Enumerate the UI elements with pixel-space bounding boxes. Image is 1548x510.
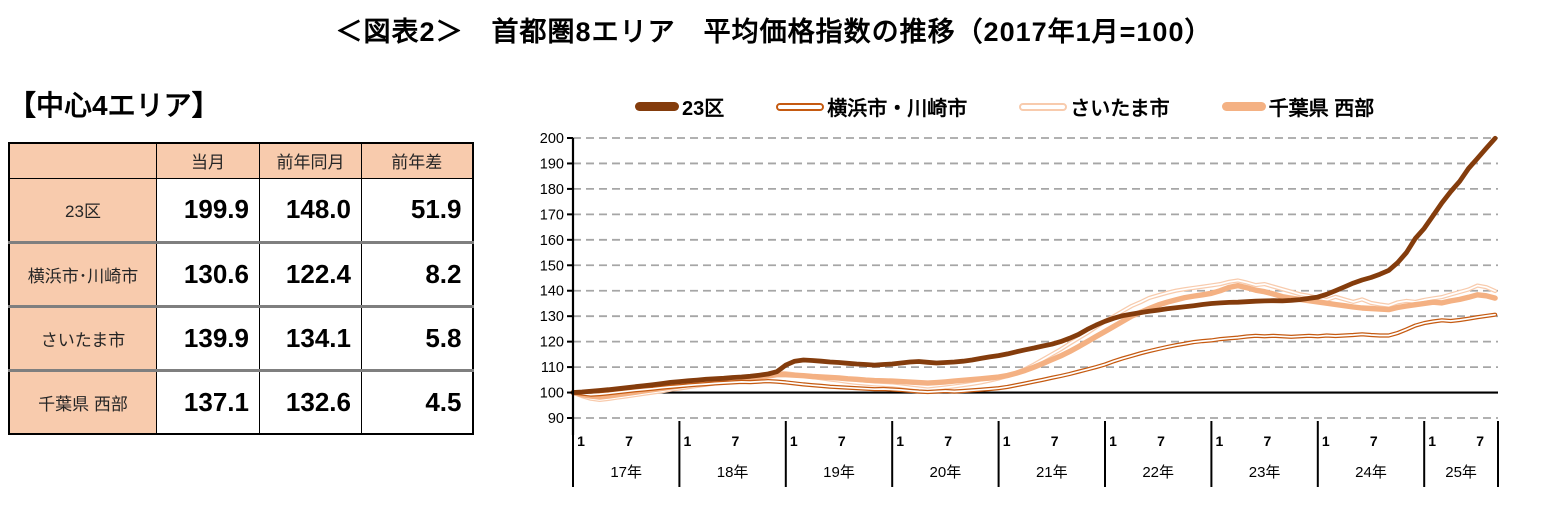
svg-text:7: 7: [1157, 433, 1165, 449]
svg-text:180: 180: [540, 182, 564, 198]
svg-text:1: 1: [1003, 433, 1011, 449]
row-label-23ku: 23区: [8, 178, 157, 242]
svg-text:200: 200: [540, 131, 564, 147]
svg-text:1: 1: [1216, 433, 1224, 449]
svg-text:7: 7: [1051, 433, 1059, 449]
table-corner-cell: [8, 143, 157, 178]
value-cell: 8.2: [361, 242, 473, 306]
col-header-yoy-diff: 前年差: [361, 143, 473, 178]
row-label-saitama: さいたま市: [8, 306, 157, 370]
figure-title: ＜図表2＞ 首都圏8エリア 平均価格指数の推移（2017年1月=100）: [335, 17, 1213, 47]
svg-text:18年: 18年: [717, 464, 749, 481]
svg-text:7: 7: [1476, 433, 1484, 449]
svg-text:7: 7: [944, 433, 952, 449]
svg-text:25年: 25年: [1445, 464, 1477, 481]
row-label-chiba-west: 千葉県 西部: [8, 370, 157, 434]
summary-table: 当月 前年同月 前年差 23区 199.9 148.0 51.9 横浜市･川崎市…: [8, 142, 474, 435]
chart-legend: 23区 横浜市・川崎市 さいたま市 千葉県 西部: [635, 92, 1374, 121]
svg-text:24年: 24年: [1355, 464, 1387, 481]
section-heading: 【中心4エリア】: [8, 90, 220, 121]
value-cell: 51.9: [361, 178, 473, 242]
value-cell: 132.6: [259, 370, 362, 434]
value-cell: 4.5: [361, 370, 473, 434]
svg-text:1: 1: [1322, 433, 1330, 449]
svg-text:19年: 19年: [823, 464, 855, 481]
svg-text:150: 150: [540, 258, 564, 274]
legend-item-yokohama-kawasaki: 横浜市・川崎市: [776, 92, 967, 121]
svg-text:1: 1: [896, 433, 904, 449]
svg-text:1: 1: [577, 433, 585, 449]
price-index-chart: 23区 横浜市・川崎市 さいたま市 千葉県 西部 90 100 110 120 130 1…: [530, 90, 1548, 510]
value-cell: 130.6: [156, 242, 260, 306]
table-row: 千葉県 西部 137.1 132.6 4.5: [8, 370, 473, 434]
svg-text:90: 90: [548, 411, 564, 427]
legend-marker-yokohama-kawasaki: [776, 102, 825, 111]
svg-text:1: 1: [1428, 433, 1436, 449]
svg-text:110: 110: [541, 360, 564, 376]
svg-text:1: 1: [1109, 433, 1117, 449]
col-header-prev-year-month: 前年同月: [259, 143, 362, 178]
value-cell: 5.8: [361, 306, 473, 370]
svg-text:120: 120: [540, 335, 564, 351]
svg-text:130: 130: [540, 309, 564, 325]
legend-label: 23区: [682, 98, 725, 120]
legend-label: さいたま市: [1070, 98, 1170, 120]
svg-text:1: 1: [790, 433, 798, 449]
svg-text:17年: 17年: [610, 464, 642, 481]
legend-marker-chiba-west: [1221, 102, 1266, 111]
svg-text:190: 190: [540, 156, 564, 172]
svg-text:100: 100: [540, 386, 564, 402]
svg-text:23年: 23年: [1249, 464, 1281, 481]
col-header-current-month: 当月: [156, 143, 260, 178]
svg-text:7: 7: [625, 433, 633, 449]
value-cell: 137.1: [156, 370, 260, 434]
svg-text:22年: 22年: [1142, 464, 1174, 481]
svg-text:7: 7: [1370, 433, 1378, 449]
svg-text:20年: 20年: [930, 464, 962, 481]
value-cell: 134.1: [259, 306, 362, 370]
legend-marker-23ku: [635, 102, 679, 111]
svg-text:7: 7: [1264, 433, 1272, 449]
legend-item-chiba-west: 千葉県 西部: [1221, 92, 1375, 121]
legend-label: 横浜市・川崎市: [827, 98, 968, 120]
table-header-row: 当月 前年同月 前年差: [8, 143, 473, 178]
legend-item-23ku: 23区: [635, 92, 724, 121]
legend-label: 千葉県 西部: [1268, 98, 1375, 120]
value-cell: 139.9: [156, 306, 260, 370]
table-row: さいたま市 139.9 134.1 5.8: [8, 306, 473, 370]
legend-item-saitama: さいたま市: [1019, 92, 1170, 121]
svg-text:21年: 21年: [1036, 464, 1068, 481]
svg-text:1: 1: [684, 433, 692, 449]
value-cell: 199.9: [156, 178, 260, 242]
svg-text:7: 7: [732, 433, 740, 449]
table-row: 23区 199.9 148.0 51.9: [8, 178, 473, 242]
svg-text:160: 160: [540, 233, 564, 249]
row-label-yokohama-kawasaki: 横浜市･川崎市: [8, 242, 157, 306]
line-chart-plot: 90 100 110 120 130 140 150 160 170 180 190 200 1 7 17年…: [540, 131, 1499, 487]
svg-text:7: 7: [838, 433, 846, 449]
table-row: 横浜市･川崎市 130.6 122.4 8.2: [8, 242, 473, 306]
legend-marker-saitama: [1019, 102, 1068, 111]
svg-text:170: 170: [540, 207, 564, 223]
value-cell: 122.4: [259, 242, 362, 306]
svg-text:140: 140: [540, 284, 564, 300]
value-cell: 148.0: [259, 178, 362, 242]
